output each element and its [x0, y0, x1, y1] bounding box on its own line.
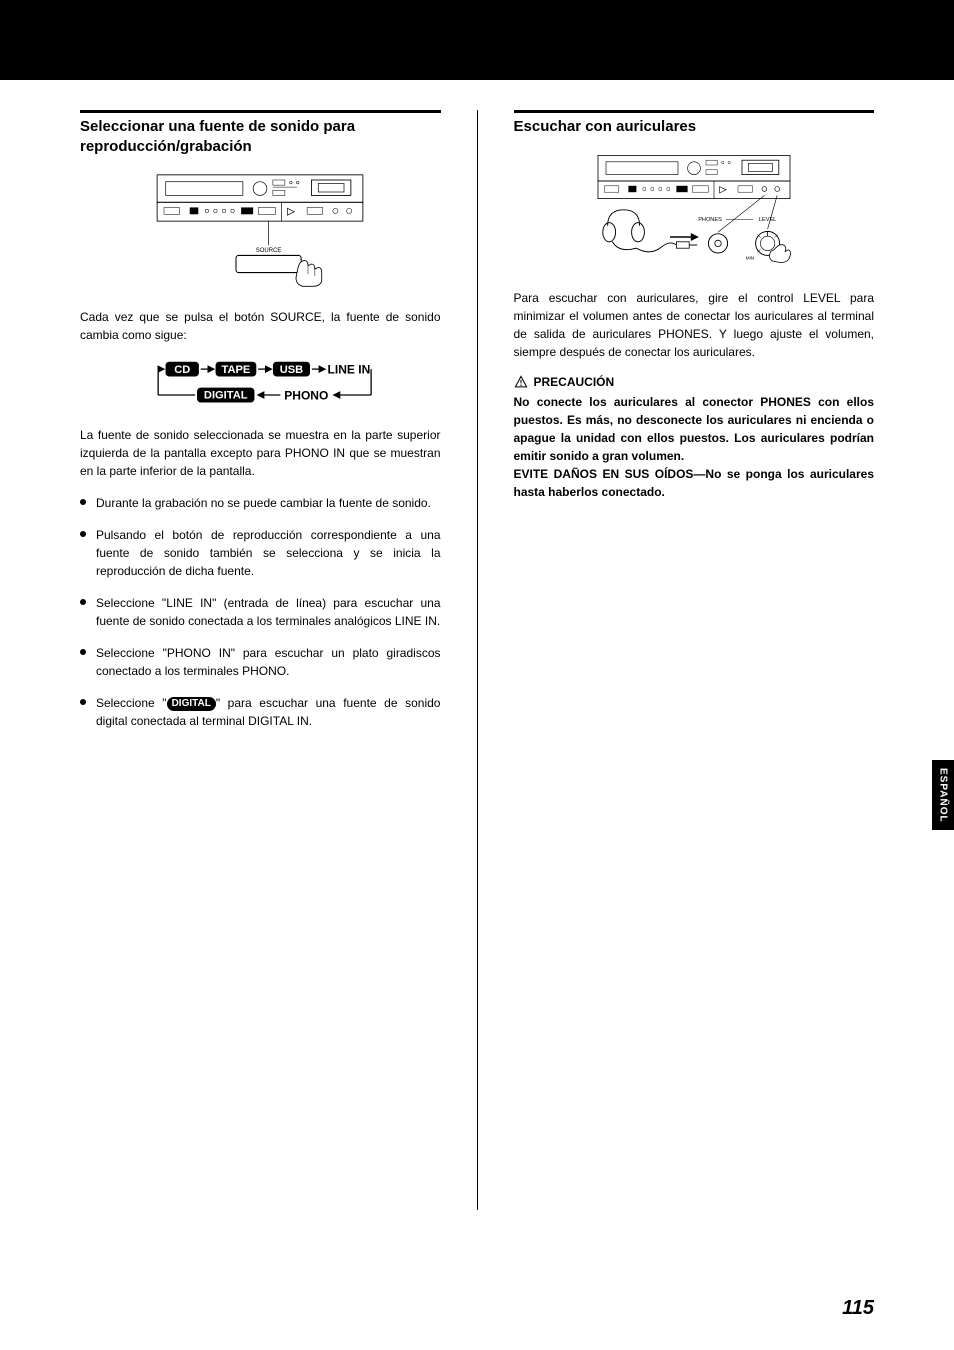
list-item: Seleccione "DIGITAL" para escuchar una f…: [80, 694, 441, 730]
headphones-diagram: PHONES LEVEL: [564, 149, 824, 269]
svg-text:MIN: MIN: [745, 255, 754, 261]
right-column: Escuchar con auriculares: [514, 110, 875, 1210]
svg-text:PHONO: PHONO: [285, 389, 329, 403]
svg-text:PHONES: PHONES: [698, 217, 722, 223]
bullet5-pre: Seleccione ": [96, 696, 167, 710]
svg-text:LEVEL: LEVEL: [759, 217, 776, 223]
caution-label: PRECAUCIÓN: [534, 375, 615, 389]
svg-text:DIGITAL: DIGITAL: [204, 390, 248, 402]
section-rule: [80, 110, 441, 113]
left-after-cycle-text: La fuente de sonido seleccionada se mues…: [80, 426, 441, 480]
left-bullet-list: Durante la grabación no se puede cambiar…: [80, 494, 441, 730]
left-section-title: Seleccionar una fuente de sonido para re…: [80, 117, 441, 156]
list-item: Seleccione "LINE IN" (entrada de línea) …: [80, 594, 441, 630]
main-content: Seleccionar una fuente de sonido para re…: [0, 80, 954, 1210]
right-section-title: Escuchar con auriculares: [514, 117, 875, 137]
list-item: Seleccione "PHONO IN" para escuchar un p…: [80, 644, 441, 680]
svg-text:SOURCE: SOURCE: [256, 248, 282, 254]
svg-text:CD: CD: [174, 364, 190, 376]
left-intro-text: Cada vez que se pulsa el botón SOURCE, l…: [80, 308, 441, 344]
svg-text:USB: USB: [280, 364, 303, 376]
column-divider: [477, 110, 478, 1210]
caution-text-2: EVITE DAÑOS EN SUS OÍDOS—No se ponga los…: [514, 465, 875, 501]
left-column: Seleccionar una fuente de sonido para re…: [80, 110, 441, 1210]
caution-header: PRECAUCIÓN: [514, 375, 875, 389]
list-item: Pulsando el botón de reproducción corres…: [80, 526, 441, 580]
right-intro-text: Para escuchar con auriculares, gire el c…: [514, 289, 875, 361]
warning-icon: [514, 375, 528, 389]
caution-text-1: No conecte los auriculares al conector P…: [514, 393, 875, 465]
svg-text:LINE IN: LINE IN: [328, 363, 371, 377]
source-cycle-diagram: CD TAPE USB LINE IN PHONO DIGITAL: [130, 358, 390, 408]
header-black-band: [0, 0, 954, 80]
svg-text:TAPE: TAPE: [222, 364, 251, 376]
language-tab: ESPAÑOL: [932, 760, 954, 830]
section-rule: [514, 110, 875, 113]
list-item: Durante la grabación no se puede cambiar…: [80, 494, 441, 512]
source-select-diagram: SOURCE: [130, 168, 390, 288]
page-number: 115: [842, 1297, 874, 1320]
digital-label-icon: DIGITAL: [167, 697, 216, 711]
